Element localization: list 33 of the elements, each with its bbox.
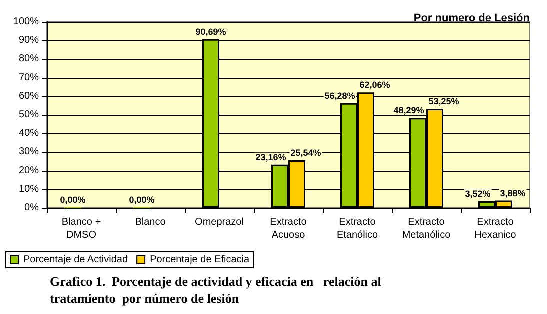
x-tick-label: Blanco (135, 217, 166, 228)
data-label: 25,54% (290, 148, 322, 158)
y-tick-label: 10% (18, 184, 40, 195)
data-label: 3,88% (500, 188, 526, 198)
legend-label: Porcentaje de Actividad (24, 254, 128, 266)
y-tick-label: 20% (18, 165, 40, 176)
y-tick-label: 90% (18, 35, 40, 46)
x-tick-label: Extracto Hexanico (474, 217, 517, 241)
x-tick-label: Blanco + DMSO (62, 217, 102, 241)
x-tick-label: Omeprazol (195, 217, 244, 228)
y-tick-label: 100% (13, 16, 40, 28)
legend-label: Porcentaje de Eficacia (150, 254, 250, 266)
y-tick-label: 40% (18, 128, 40, 140)
y-tick-label: 30% (18, 146, 40, 158)
chart-subtitle: Por numero de Lesión (414, 12, 530, 24)
y-tick-label: 0% (24, 202, 40, 214)
text: Grafico 1. Porcentaje de actividad y eficacia en relación al tratamiento por número de lesión (50, 274, 382, 306)
y-tick-label: 50% (18, 110, 40, 120)
y-tick-label: 70% (18, 72, 40, 84)
data-label: 0,00% (60, 195, 86, 205)
data-label: 62,06% (360, 80, 390, 90)
data-label: 3,52% (465, 188, 491, 199)
x-tick-label: Extracto Etanólico (336, 217, 379, 241)
data-label: 90,69% (196, 26, 226, 37)
x-tick-label: Extracto Acuoso (270, 217, 308, 241)
y-tick-label: 80% (18, 54, 40, 65)
data-label: 53,25% (428, 96, 460, 106)
y-tick-label: 60% (18, 90, 40, 102)
x-tick-label: Extracto Metanólico (402, 217, 452, 241)
data-label: 23,16% (256, 152, 286, 162)
data-label: 56,28% (324, 90, 356, 101)
data-label: 48,29% (394, 106, 424, 116)
data-label: 0,00% (129, 195, 155, 205)
